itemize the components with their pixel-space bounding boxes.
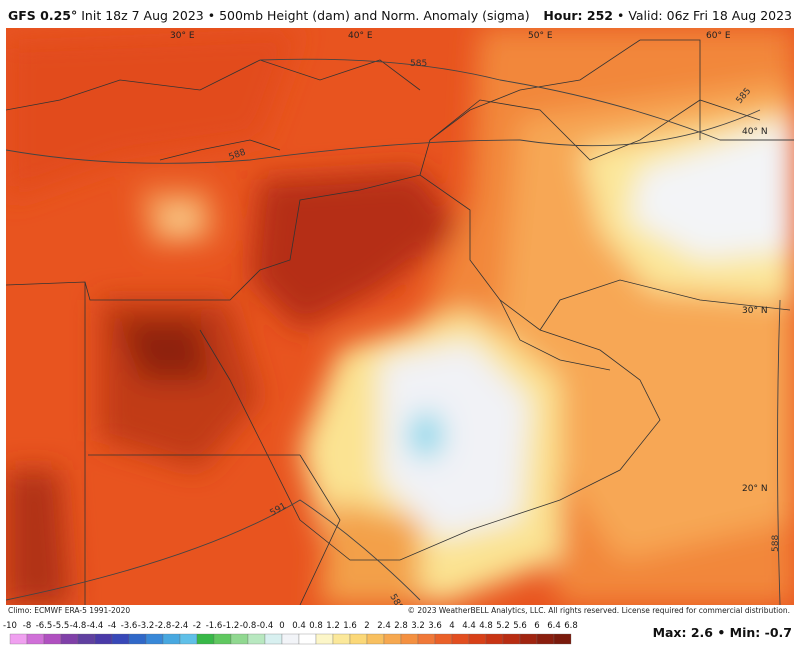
copyright: © 2023 WeatherBELL Analytics, LLC. All r… [408, 606, 790, 615]
borders [6, 39, 791, 605]
colorbar-swatch [9, 633, 28, 645]
colorbar-label: -3.2 [138, 621, 155, 631]
colorbar-swatch [536, 633, 555, 645]
hour: Hour: 252 [543, 8, 613, 23]
colorbar-swatch [60, 633, 79, 645]
lon-label: 30° E [170, 31, 195, 41]
colorbar-label: 2.4 [377, 621, 391, 631]
colorbar-swatch [298, 633, 317, 645]
colorbar-label: -5.5 [53, 621, 70, 631]
colorbar-swatch [468, 633, 487, 645]
contour-label: 585 [410, 59, 427, 69]
colorbar-label: 5.2 [496, 621, 510, 631]
colorbar-swatch [315, 633, 334, 645]
lat-label: 20° N [742, 484, 768, 494]
colorbar-swatch [502, 633, 521, 645]
colorbar-swatch [417, 633, 436, 645]
colorbar-swatch [179, 633, 198, 645]
colorbar-swatch [230, 633, 249, 645]
contour-label: 588 [771, 535, 781, 552]
colorbar-label: -1.2 [223, 621, 240, 631]
colorbar-swatch [43, 633, 62, 645]
colorbar-swatch [145, 633, 164, 645]
colorbar-swatch [111, 633, 130, 645]
colorbar-swatch [94, 633, 113, 645]
valid: • Valid: 06z Fri 18 Aug 2023 [617, 8, 792, 23]
climo: Climo: ECMWF ERA-5 1991-2020 [8, 606, 130, 615]
colorbar-swatch [519, 633, 538, 645]
colorbar-label: -2.8 [155, 621, 172, 631]
lat-label: 30° N [742, 306, 768, 316]
colorbar-label: -1.6 [206, 621, 223, 631]
colorbar-label: 4.4 [462, 621, 476, 631]
title-right: Hour: 252 • Valid: 06z Fri 18 Aug 2023 [543, 8, 792, 23]
colorbar-label: -2.4 [172, 621, 189, 631]
colorbar-label: 0 [279, 621, 284, 631]
init: Init 18z 7 Aug 2023 • 500mb Height (dam)… [81, 8, 529, 23]
map [6, 28, 794, 605]
colorbar-label: 5.6 [513, 621, 527, 631]
colorbar-swatch [162, 633, 181, 645]
colorbar-swatch [349, 633, 368, 645]
colorbar-label: 4.8 [479, 621, 493, 631]
colorbar-swatch [128, 633, 147, 645]
colorbar-swatch [485, 633, 504, 645]
colorbar-label: 6.4 [547, 621, 561, 631]
colorbar-label: 2 [364, 621, 369, 631]
colorbar-label: -10 [3, 621, 17, 631]
footer-strip [6, 605, 794, 616]
colorbar-label: -4.4 [87, 621, 104, 631]
lon-label: 50° E [528, 31, 553, 41]
colorbar-label: -8 [23, 621, 31, 631]
colorbar-swatch [26, 633, 45, 645]
colorbar-label: -4 [108, 621, 116, 631]
colorbar-label: 0.4 [292, 621, 306, 631]
colorbar-label: 1.2 [326, 621, 340, 631]
colorbar-swatch [332, 633, 351, 645]
colorbar-label: -0.8 [240, 621, 257, 631]
stats: Max: 2.6 • Min: -0.7 [653, 625, 792, 640]
colorbar-swatch [451, 633, 470, 645]
colorbar-label: 2.8 [394, 621, 408, 631]
colorbar-swatch [281, 633, 300, 645]
colorbar-swatch [434, 633, 453, 645]
colorbar-label: -4.8 [70, 621, 87, 631]
colorbar-label: 1.6 [343, 621, 357, 631]
colorbar-label: 0.8 [309, 621, 323, 631]
colorbar-label: 4 [449, 621, 454, 631]
colorbar-label: -0.4 [257, 621, 274, 631]
colorbar-label: -6.5 [36, 621, 53, 631]
colorbar-swatch [383, 633, 402, 645]
title-left: GFS 0.25° Init 18z 7 Aug 2023 • 500mb He… [8, 8, 530, 23]
colorbar-swatch [213, 633, 232, 645]
colorbar-label: 3.6 [428, 621, 442, 631]
lon-label: 40° E [348, 31, 373, 41]
colorbar-label: 6.8 [564, 621, 578, 631]
colorbar-swatch [366, 633, 385, 645]
colorbar-swatch [264, 633, 283, 645]
colorbar-label: 6 [534, 621, 539, 631]
colorbar-swatch [77, 633, 96, 645]
model: GFS 0.25° [8, 8, 77, 23]
contours [6, 58, 794, 605]
colorbar-label: -2 [193, 621, 201, 631]
lon-label: 60° E [706, 31, 731, 41]
colorbar-swatch [247, 633, 266, 645]
colorbar-label: 3.2 [411, 621, 425, 631]
colorbar-swatch [400, 633, 419, 645]
colorbar-swatch [196, 633, 215, 645]
colorbar-label: -3.6 [121, 621, 138, 631]
lat-label: 40° N [742, 127, 768, 137]
colorbar-swatch [553, 633, 572, 645]
